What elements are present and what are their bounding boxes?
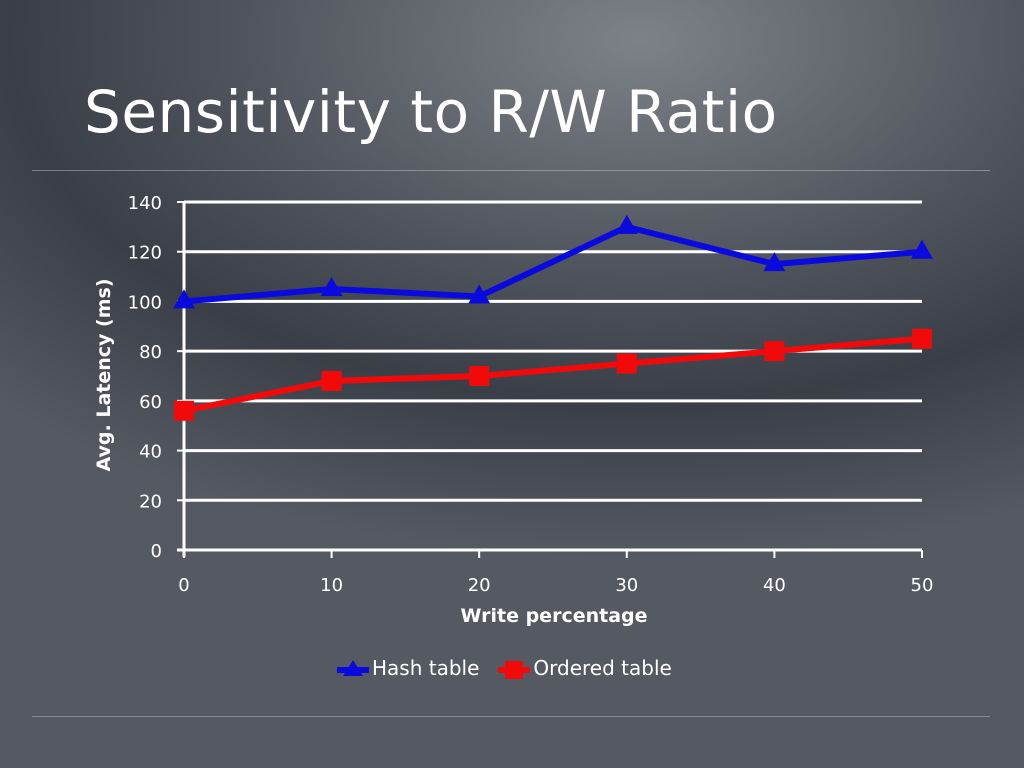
y-tick-label: 80 <box>139 342 162 363</box>
series-line-ordered-table <box>183 335 923 414</box>
x-axis-title: Write percentage <box>460 605 648 627</box>
legend-item-hash-table: Hash table <box>336 656 479 680</box>
legend-label-ordered-table: Ordered table <box>533 656 672 680</box>
data-point-hash-table <box>911 239 933 259</box>
y-tick-label: 20 <box>139 491 162 512</box>
top-divider <box>32 170 990 171</box>
slide-title: Sensitivity to R/W Ratio <box>84 78 778 146</box>
x-tick-label: 0 <box>178 575 189 596</box>
data-point-ordered-table <box>616 353 637 374</box>
series-line-hash-table <box>183 223 923 305</box>
data-point-ordered-table <box>912 328 932 349</box>
data-point-hash-table <box>468 284 491 304</box>
x-tick-label: 20 <box>468 575 491 596</box>
legend-item-ordered-table: Ordered table <box>497 656 672 680</box>
y-tick-label: 140 <box>128 193 162 214</box>
x-tick-label: 50 <box>911 575 934 596</box>
y-axis-title: Avg. Latency (ms) <box>93 278 115 472</box>
x-tick-label: 30 <box>615 575 638 596</box>
data-point-hash-table <box>763 252 786 272</box>
data-point-ordered-table <box>321 370 342 391</box>
y-tick-label: 0 <box>151 541 162 562</box>
chart-legend: Hash table Ordered table <box>336 656 672 680</box>
data-point-hash-table <box>320 277 343 296</box>
bottom-divider <box>32 716 990 717</box>
data-point-ordered-table <box>469 366 490 386</box>
triangle-marker-icon <box>337 660 369 676</box>
y-tick-label: 60 <box>139 392 162 413</box>
legend-label-hash-table: Hash table <box>372 656 480 680</box>
y-tick-label: 100 <box>128 292 162 313</box>
data-point-ordered-table <box>174 400 194 421</box>
x-tick-label: 40 <box>763 575 786 596</box>
data-point-hash-table <box>173 289 195 309</box>
square-marker-icon <box>498 661 531 679</box>
data-point-ordered-table <box>764 341 785 362</box>
y-tick-label: 40 <box>139 442 162 463</box>
data-point-hash-table <box>615 214 638 234</box>
x-tick-label: 10 <box>320 575 343 596</box>
y-tick-label: 120 <box>128 243 162 264</box>
